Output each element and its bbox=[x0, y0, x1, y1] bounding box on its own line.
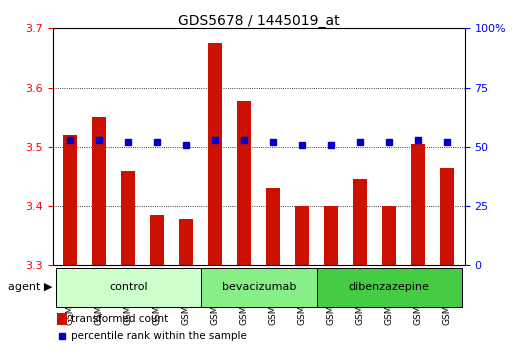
Text: agent ▶: agent ▶ bbox=[8, 282, 52, 292]
Bar bbox=[266, 188, 280, 354]
FancyBboxPatch shape bbox=[201, 268, 317, 307]
Bar bbox=[179, 219, 193, 354]
Bar bbox=[208, 43, 222, 354]
Bar bbox=[63, 135, 78, 354]
Bar bbox=[121, 171, 136, 354]
Bar bbox=[150, 215, 164, 354]
Text: percentile rank within the sample: percentile rank within the sample bbox=[71, 331, 247, 341]
Bar bbox=[440, 168, 455, 354]
Text: transformed count: transformed count bbox=[71, 314, 168, 324]
Bar bbox=[57, 313, 67, 325]
FancyBboxPatch shape bbox=[55, 268, 201, 307]
Bar bbox=[237, 101, 251, 354]
FancyBboxPatch shape bbox=[317, 268, 462, 307]
Bar bbox=[295, 206, 309, 354]
Bar bbox=[353, 179, 367, 354]
Text: GDS5678 / 1445019_at: GDS5678 / 1445019_at bbox=[178, 14, 340, 28]
Text: dibenzazepine: dibenzazepine bbox=[349, 282, 430, 292]
Bar bbox=[92, 117, 107, 354]
Text: bevacizumab: bevacizumab bbox=[222, 282, 296, 292]
Text: control: control bbox=[109, 282, 147, 292]
Bar bbox=[382, 206, 397, 354]
Bar bbox=[324, 206, 338, 354]
Bar bbox=[411, 144, 426, 354]
